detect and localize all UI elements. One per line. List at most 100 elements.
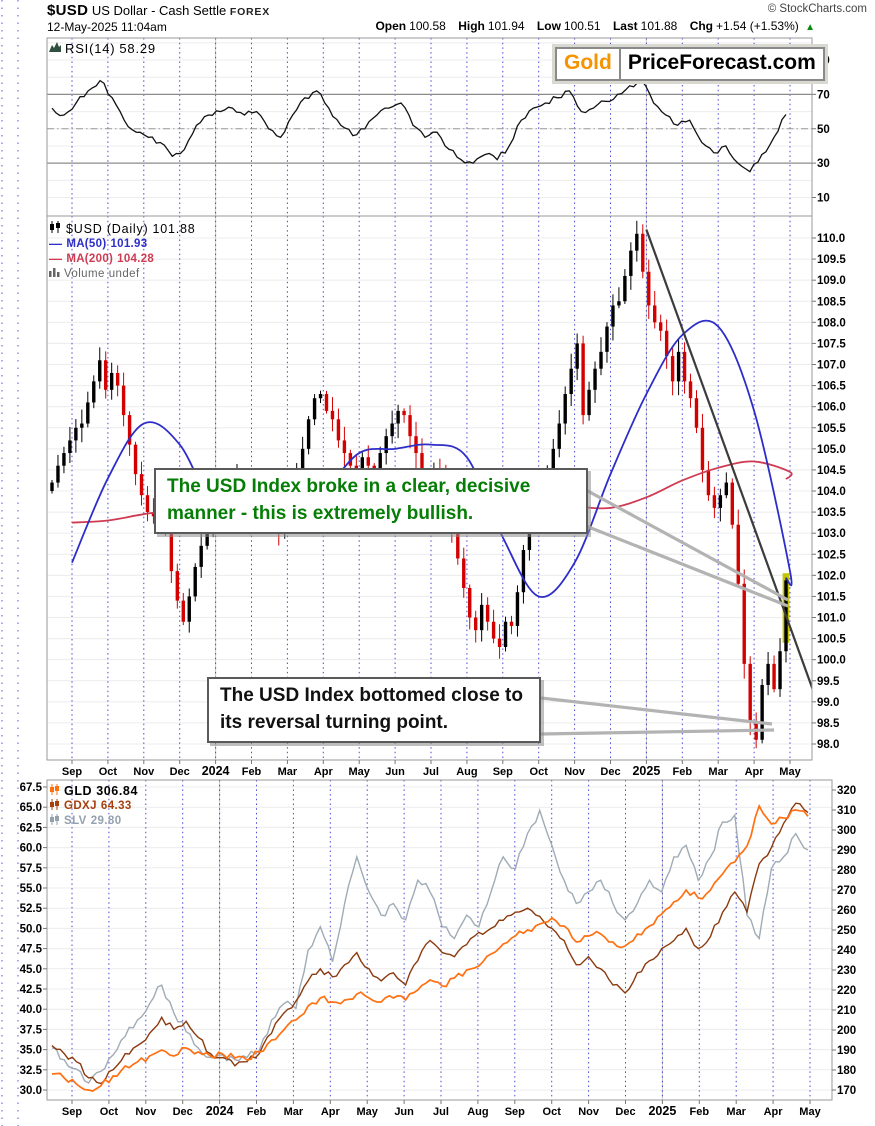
svg-text:Feb: Feb — [673, 766, 693, 778]
svg-text:103.0: 103.0 — [817, 528, 846, 540]
svg-text:105.0: 105.0 — [817, 444, 846, 456]
ohlc-row: Open 100.58 High 101.94 Low 100.51 Last 101.… — [366, 19, 815, 33]
svg-text:Jun: Jun — [385, 766, 405, 778]
svg-text:Feb: Feb — [690, 1106, 710, 1118]
svg-text:50: 50 — [817, 124, 830, 136]
svg-text:260: 260 — [837, 905, 856, 917]
svg-text:Feb: Feb — [247, 1106, 267, 1118]
candlestick-icon — [49, 221, 62, 236]
svg-text:Jun: Jun — [394, 1106, 414, 1118]
svg-text:Mar: Mar — [284, 1106, 304, 1118]
gdxj-value: 64.33 — [100, 799, 132, 812]
svg-text:280: 280 — [837, 865, 856, 877]
ma50-value: 101.93 — [110, 237, 148, 250]
logo-gold: Gold — [555, 47, 621, 81]
chg-label: Chg — [689, 19, 714, 33]
volume-label: Volume — [64, 267, 105, 280]
chg-value: +1.54 (+1.53%) — [716, 19, 799, 33]
slv-value: 29.80 — [90, 814, 122, 827]
svg-text:30.0: 30.0 — [20, 1085, 42, 1097]
high-label: High — [458, 19, 485, 33]
ma50-label: MA(50) — [66, 237, 107, 250]
rsi-value: 58.29 — [119, 41, 156, 56]
svg-text:180: 180 — [837, 1065, 856, 1077]
svg-text:109.0: 109.0 — [817, 275, 846, 287]
volume-bars-icon — [49, 267, 60, 280]
svg-text:Dec: Dec — [173, 1106, 193, 1118]
indicator-icon — [49, 41, 61, 56]
svg-text:42.5: 42.5 — [20, 984, 43, 996]
svg-text:Dec: Dec — [170, 766, 190, 778]
svg-text:102.5: 102.5 — [817, 549, 846, 561]
svg-text:250: 250 — [837, 925, 856, 937]
svg-text:32.5: 32.5 — [20, 1065, 43, 1077]
svg-text:Nov: Nov — [578, 1106, 600, 1118]
slv-label: SLV — [64, 814, 87, 827]
datetime: 12-May-2025 11:04am — [47, 20, 167, 34]
svg-text:Apr: Apr — [745, 766, 765, 778]
ma200-label: MA(200) — [66, 252, 114, 265]
ma200-value: 104.28 — [117, 252, 155, 265]
svg-text:2025: 2025 — [632, 764, 660, 778]
gld-value: 306.84 — [96, 783, 139, 798]
ma200-legend-row: — MA(200) 104.28 — [49, 251, 196, 266]
svg-text:99.0: 99.0 — [817, 697, 839, 709]
svg-text:May: May — [779, 766, 801, 778]
rsi-legend: RSI(14) 58.29 — [49, 41, 156, 56]
svg-text:109.5: 109.5 — [817, 254, 846, 266]
svg-text:290: 290 — [837, 845, 856, 857]
svg-text:Mar: Mar — [278, 766, 298, 778]
open-value: 100.58 — [409, 19, 446, 33]
ma50-legend-row: — MA(50) 101.93 — [49, 236, 196, 251]
svg-text:Oct: Oct — [543, 1106, 562, 1118]
low-value: 100.51 — [563, 19, 601, 33]
svg-text:May: May — [348, 766, 370, 778]
svg-text:Sep: Sep — [62, 766, 82, 778]
svg-text:210: 210 — [837, 1005, 856, 1017]
svg-text:Aug: Aug — [456, 766, 477, 778]
rsi-label: RSI(14) — [65, 41, 116, 56]
svg-text:Apr: Apr — [764, 1106, 784, 1118]
svg-text:70: 70 — [817, 89, 830, 101]
usd-value: 101.88 — [152, 221, 196, 236]
svg-text:106.5: 106.5 — [817, 381, 846, 393]
slv-candle-icon — [49, 813, 60, 828]
svg-text:Mar: Mar — [726, 1106, 746, 1118]
svg-text:106.0: 106.0 — [817, 402, 846, 414]
svg-text:60.0: 60.0 — [20, 843, 42, 855]
svg-text:105.5: 105.5 — [817, 423, 846, 435]
svg-text:99.5: 99.5 — [817, 676, 840, 688]
svg-text:200: 200 — [837, 1025, 856, 1037]
slv-legend-row: SLV 29.80 — [49, 813, 138, 828]
svg-text:110.0: 110.0 — [817, 233, 845, 245]
svg-text:Sep: Sep — [62, 1106, 82, 1118]
volume-legend-row: Volume undef — [49, 266, 196, 281]
svg-text:107.5: 107.5 — [817, 338, 846, 350]
usd-label: $USD (Daily) — [66, 221, 149, 236]
svg-text:170: 170 — [837, 1085, 856, 1097]
svg-text:2024: 2024 — [206, 1104, 234, 1118]
svg-text:Feb: Feb — [242, 766, 262, 778]
svg-text:220: 220 — [837, 985, 856, 997]
svg-text:45.0: 45.0 — [20, 964, 42, 976]
svg-text:102.0: 102.0 — [817, 570, 846, 582]
open-label: Open — [375, 19, 407, 33]
symbol: $USD — [47, 2, 89, 19]
svg-text:37.5: 37.5 — [20, 1024, 43, 1036]
gld-label: GLD — [64, 783, 93, 798]
svg-text:104.0: 104.0 — [817, 486, 846, 498]
svg-text:Oct: Oct — [530, 766, 549, 778]
svg-text:104.5: 104.5 — [817, 465, 846, 477]
low-label: Low — [536, 19, 561, 33]
annotation-bottomed: The USD Index bottomed close to its reve… — [207, 677, 541, 743]
bottom-legend: GLD 306.84 GDXJ 64.33 SLV 29.80 — [49, 783, 138, 828]
svg-text:Jul: Jul — [433, 1106, 449, 1118]
ma50-line-icon: — — [49, 235, 63, 251]
svg-text:Dec: Dec — [600, 766, 620, 778]
ma200-line-icon: — — [49, 250, 63, 266]
chg-up-triangle-icon: ▲ — [805, 22, 815, 33]
usd-legend-row: $USD (Daily) 101.88 — [49, 221, 196, 236]
svg-text:50.0: 50.0 — [20, 923, 42, 935]
